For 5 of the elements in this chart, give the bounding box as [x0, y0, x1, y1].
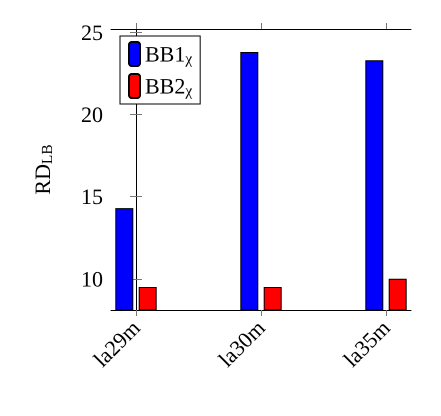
- y-tick-label: 10: [81, 266, 103, 292]
- y-tick-label: 25: [81, 20, 103, 45]
- y-tick-label: 20: [81, 102, 103, 127]
- y-tick-label: 15: [81, 184, 103, 210]
- y-axis-title: RDLB: [30, 144, 56, 195]
